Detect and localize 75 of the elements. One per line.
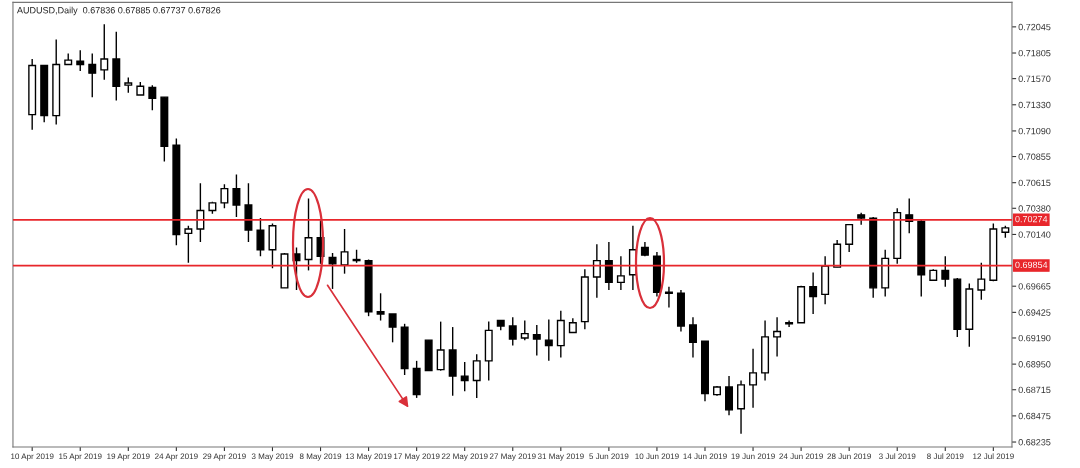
candlestick — [376, 292, 385, 322]
y-tick-label: 0.69190 — [1018, 334, 1051, 342]
x-tick-label: 24 Apr 2019 — [155, 453, 198, 461]
candlestick — [88, 52, 97, 98]
candlestick — [340, 228, 349, 275]
x-tick-label: 13 May 2019 — [345, 453, 392, 461]
x-tick-label: 10 Apr 2019 — [11, 453, 54, 461]
y-tick-label: 0.71090 — [1018, 127, 1051, 135]
y-tick-label: 0.68950 — [1018, 361, 1051, 368]
candlestick — [460, 361, 469, 393]
candlestick — [532, 324, 541, 357]
x-tick-label: 22 May 2019 — [441, 453, 488, 461]
candlestick — [196, 182, 205, 243]
y-tick-label: 0.68715 — [1018, 386, 1051, 394]
candlestick — [76, 49, 85, 72]
y-tick-label: 0.71805 — [1018, 49, 1051, 57]
candlestick — [100, 23, 109, 81]
candlestick — [773, 316, 782, 358]
x-tick-label: 24 Jun 2019 — [779, 453, 823, 460]
x-tick-label: 17 May 2019 — [393, 453, 440, 461]
candlestick — [592, 243, 601, 299]
candlestick — [472, 353, 481, 399]
candlestick — [508, 316, 517, 347]
ref-line-label: 0.70274 — [1015, 215, 1048, 223]
y-tick-label: 0.68235 — [1018, 439, 1051, 446]
candlestick — [220, 183, 229, 209]
x-tick-label: 28 Jun 2019 — [827, 453, 871, 460]
x-tick-label: 19 Jun 2019 — [731, 453, 775, 460]
candlestick — [544, 318, 553, 362]
candlestick — [184, 225, 193, 264]
chart-title: AUDUSD,Daily 0.67836 0.67885 0.67737 0.67826 — [16, 6, 221, 16]
x-tick-label: 12 Jul 2019 — [973, 453, 1014, 460]
candlestick — [725, 375, 734, 417]
x-tick-label: 8 May 2019 — [299, 453, 342, 461]
candlestick — [304, 197, 313, 272]
candlestick — [232, 173, 241, 218]
candlestick — [256, 217, 265, 257]
candlestick — [436, 320, 445, 372]
y-tick-label: 0.70855 — [1018, 153, 1051, 160]
ref-line-label: 0.69854 — [1015, 261, 1048, 269]
x-tick-label: 27 May 2019 — [489, 453, 536, 461]
y-tick-label: 0.71570 — [1018, 75, 1051, 82]
candlestick — [833, 239, 842, 268]
y-tick-label: 0.69425 — [1018, 309, 1051, 316]
candlestick — [941, 255, 950, 288]
x-tick-label: 19 Apr 2019 — [107, 453, 150, 461]
candlestick — [388, 313, 397, 344]
candlestick — [845, 223, 854, 253]
candlestick — [616, 255, 625, 291]
x-tick-label: 15 Apr 2019 — [59, 453, 102, 461]
candlestick — [328, 252, 337, 290]
candlestick — [977, 262, 986, 301]
y-tick-label: 0.70380 — [1018, 205, 1051, 212]
candlestick — [148, 84, 157, 111]
candlestick — [809, 271, 818, 315]
x-tick-label: 10 Jun 2019 — [635, 453, 679, 460]
candlestick — [737, 379, 746, 435]
x-tick-label: 5 Jun 2019 — [589, 453, 629, 460]
y-tick-label: 0.70140 — [1018, 231, 1051, 238]
x-tick-label: 31 May 2019 — [537, 453, 584, 461]
y-tick-label: 0.70615 — [1018, 179, 1051, 187]
candlestick — [520, 319, 529, 341]
y-tick-label: 0.68475 — [1018, 412, 1051, 420]
candlestick — [604, 241, 613, 291]
candlestick — [688, 316, 697, 359]
candlestick — [268, 222, 277, 269]
y-tick-label: 0.69665 — [1018, 283, 1051, 290]
x-tick-label: 29 Apr 2019 — [203, 453, 246, 461]
y-tick-label: 0.72045 — [1018, 23, 1051, 31]
x-tick-label: 3 May 2019 — [251, 453, 294, 461]
candlestick — [749, 348, 758, 409]
x-tick-label: 3 Jul 2019 — [878, 453, 916, 460]
x-tick-label: 14 Jun 2019 — [683, 453, 727, 460]
x-tick-label: 8 Jul 2019 — [927, 453, 964, 460]
y-tick-label: 0.71330 — [1018, 101, 1051, 109]
